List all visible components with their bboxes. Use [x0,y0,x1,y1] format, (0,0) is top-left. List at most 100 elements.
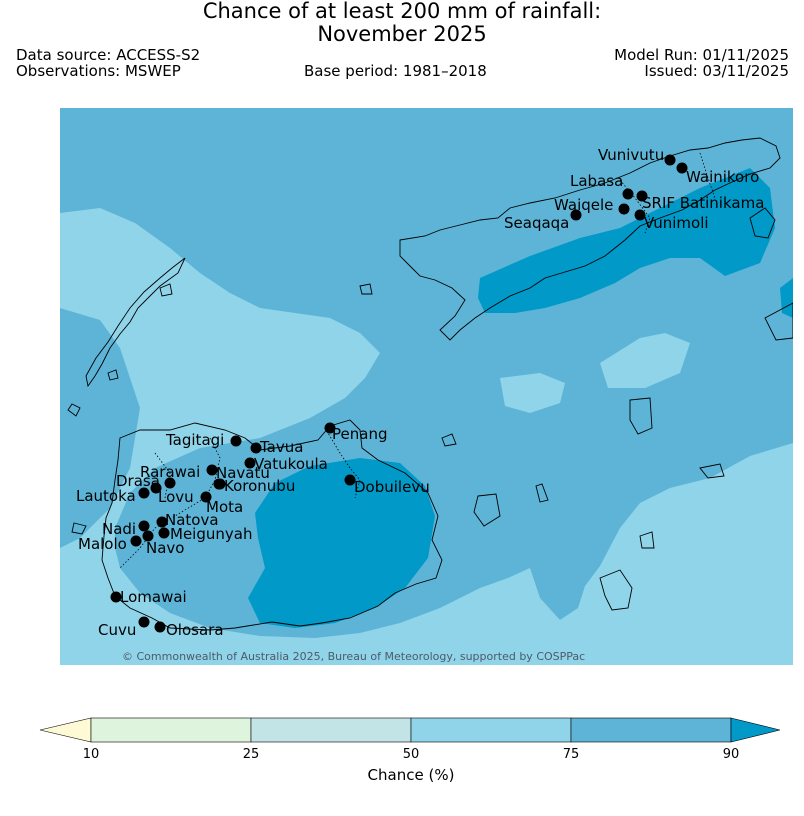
station-label-mota: Mota [206,498,243,516]
probability-band-75-90-north [410,343,485,390]
taveuni-coast [749,207,776,239]
station-marker-waiqele[interactable] [618,203,630,215]
station-label-tagitagi: Tagitagi [165,431,224,449]
viti-levu-coast [101,419,443,631]
issued-label: Issued: 03/11/2025 [644,62,789,80]
station-label-drasa: Drasa [116,472,160,490]
station-label-vunimoli: Vunimoli [644,214,709,232]
station-label-wainikoro: Wainikoro [686,168,759,186]
islet-coast [107,369,119,381]
islet-coast [159,283,173,297]
title-line-1: Chance of at least 200 mm of rainfall: [202,0,602,23]
probability-band-90-plus-south [248,458,435,628]
islet-coast [629,397,653,435]
colorbar-tick-label: 25 [243,747,260,762]
colorbar-tick-label: 75 [563,747,580,762]
station-marker-penang[interactable] [324,422,336,434]
station-marker-koronubu[interactable] [213,478,225,490]
station-marker-mota[interactable] [200,491,212,503]
station-marker-lautoka[interactable] [138,487,150,499]
station-marker-vatukoula[interactable] [244,457,256,469]
colorbar: 10 25 50 75 90 Chance (%) [38,712,788,792]
station-marker-olosara[interactable] [154,621,166,633]
islet-coast [535,483,549,503]
model-run-label: Model Run: 01/11/2025 [614,46,789,64]
station-label-natova: Natova [165,511,219,529]
station-label-nadi: Nadi [102,520,136,538]
station-marker-malolo[interactable] [130,535,142,547]
station-label-lomawai: Lomawai [120,588,187,606]
map-svg: Vunivutu Wainikoro Labasa SRIF Batinikama Wa… [60,108,793,665]
station-marker-rarawai[interactable] [206,464,218,476]
colorbar-segment-50-75 [410,717,572,743]
station-marker-lomawai[interactable] [110,591,122,603]
station-label-penang: Penang [332,425,387,443]
station-marker-drasa[interactable] [164,477,176,489]
station-marker-tavua[interactable] [250,442,262,454]
yasawa-coast [85,257,186,388]
islet-coast [441,433,457,447]
station-marker-lovu[interactable] [150,482,162,494]
probability-band-50-75-pocket [500,373,565,413]
probability-band-50-75-pocket [280,343,292,363]
probability-band-50-75-pocket [600,333,690,388]
colorbar-segment-75-90 [570,717,732,743]
base-period-label: Base period: 1981–2018 [304,62,487,80]
colorbar-segment-10-25 [90,717,252,743]
station-label-navatu: Navatu [216,464,270,482]
station-marker-labasa[interactable] [622,188,634,200]
station-label-lautoka: Lautoka [76,487,136,505]
station-label-meigunyah: Meigunyah [170,525,252,543]
colorbar-extend-high [730,717,781,743]
station-layer: Vunivutu Wainikoro Labasa SRIF Batinikama Wa… [76,146,764,639]
copyright-notice: © Commonwealth of Australia 2025, Bureau… [122,650,585,663]
station-marker-tagitagi[interactable] [230,435,242,447]
station-marker-dobuilevu[interactable] [344,474,356,486]
station-label-vunivutu: Vunivutu [598,146,664,164]
islet-coast [639,531,655,549]
data-source-label: Data source: ACCESS-S2 [16,46,201,64]
station-label-dobuilevu: Dobuilevu [354,478,430,496]
station-label-waiqele: Waiqele [554,196,613,214]
station-label-srif-batinikama: SRIF Batinikama [642,194,764,212]
station-marker-srif-batinikama[interactable] [636,190,648,202]
title-line-2: November 2025 [317,22,487,46]
probability-band-90-plus-north [478,168,793,318]
station-marker-navo[interactable] [142,530,154,542]
islet-coast [599,569,633,611]
station-marker-wainikoro[interactable] [676,162,688,174]
station-label-vatukoula: Vatukoula [254,455,328,473]
vanua-levu-coast [399,137,781,341]
islet-coast [764,302,793,341]
colorbar-svg: 10 25 50 75 90 Chance (%) [39,717,781,784]
station-label-lovu: Lovu [158,488,194,506]
station-label-tavua: Tavua [259,438,303,456]
islet-coast [699,463,725,479]
station-marker-nadi[interactable] [138,520,150,532]
colorbar-tick-label: 10 [83,747,100,762]
station-label-malolo: Malolo [78,535,127,553]
islet-coast [67,403,81,417]
islet-coast [473,493,501,527]
station-label-rarawai: Rarawai [140,463,200,481]
station-marker-cuvu[interactable] [138,616,150,628]
islet-coast [71,522,87,535]
probability-band-50-75-pocket [165,308,210,343]
coastlines [67,137,793,631]
station-label-labasa: Labasa [570,172,623,190]
station-marker-seaqaqa[interactable] [570,209,582,221]
observations-label: Observations: MSWEP [16,62,181,80]
station-label-olosara: Olosara [166,621,224,639]
station-marker-vunimoli[interactable] [634,209,646,221]
station-marker-meigunyah[interactable] [158,527,170,539]
islet-coast [359,283,373,295]
colorbar-tick-label: 90 [723,747,740,762]
station-label-cuvu: Cuvu [98,621,136,639]
station-marker-natova[interactable] [156,516,168,528]
colorbar-title: Chance (%) [368,766,455,784]
station-marker-vunivutu[interactable] [664,154,676,166]
colorbar-extend-low [39,717,92,743]
map-panel[interactable]: Vunivutu Wainikoro Labasa SRIF Batinikama Wa… [60,108,793,665]
station-label-koronubu: Koronubu [224,477,295,495]
colorbar-tick-label: 50 [403,747,420,762]
